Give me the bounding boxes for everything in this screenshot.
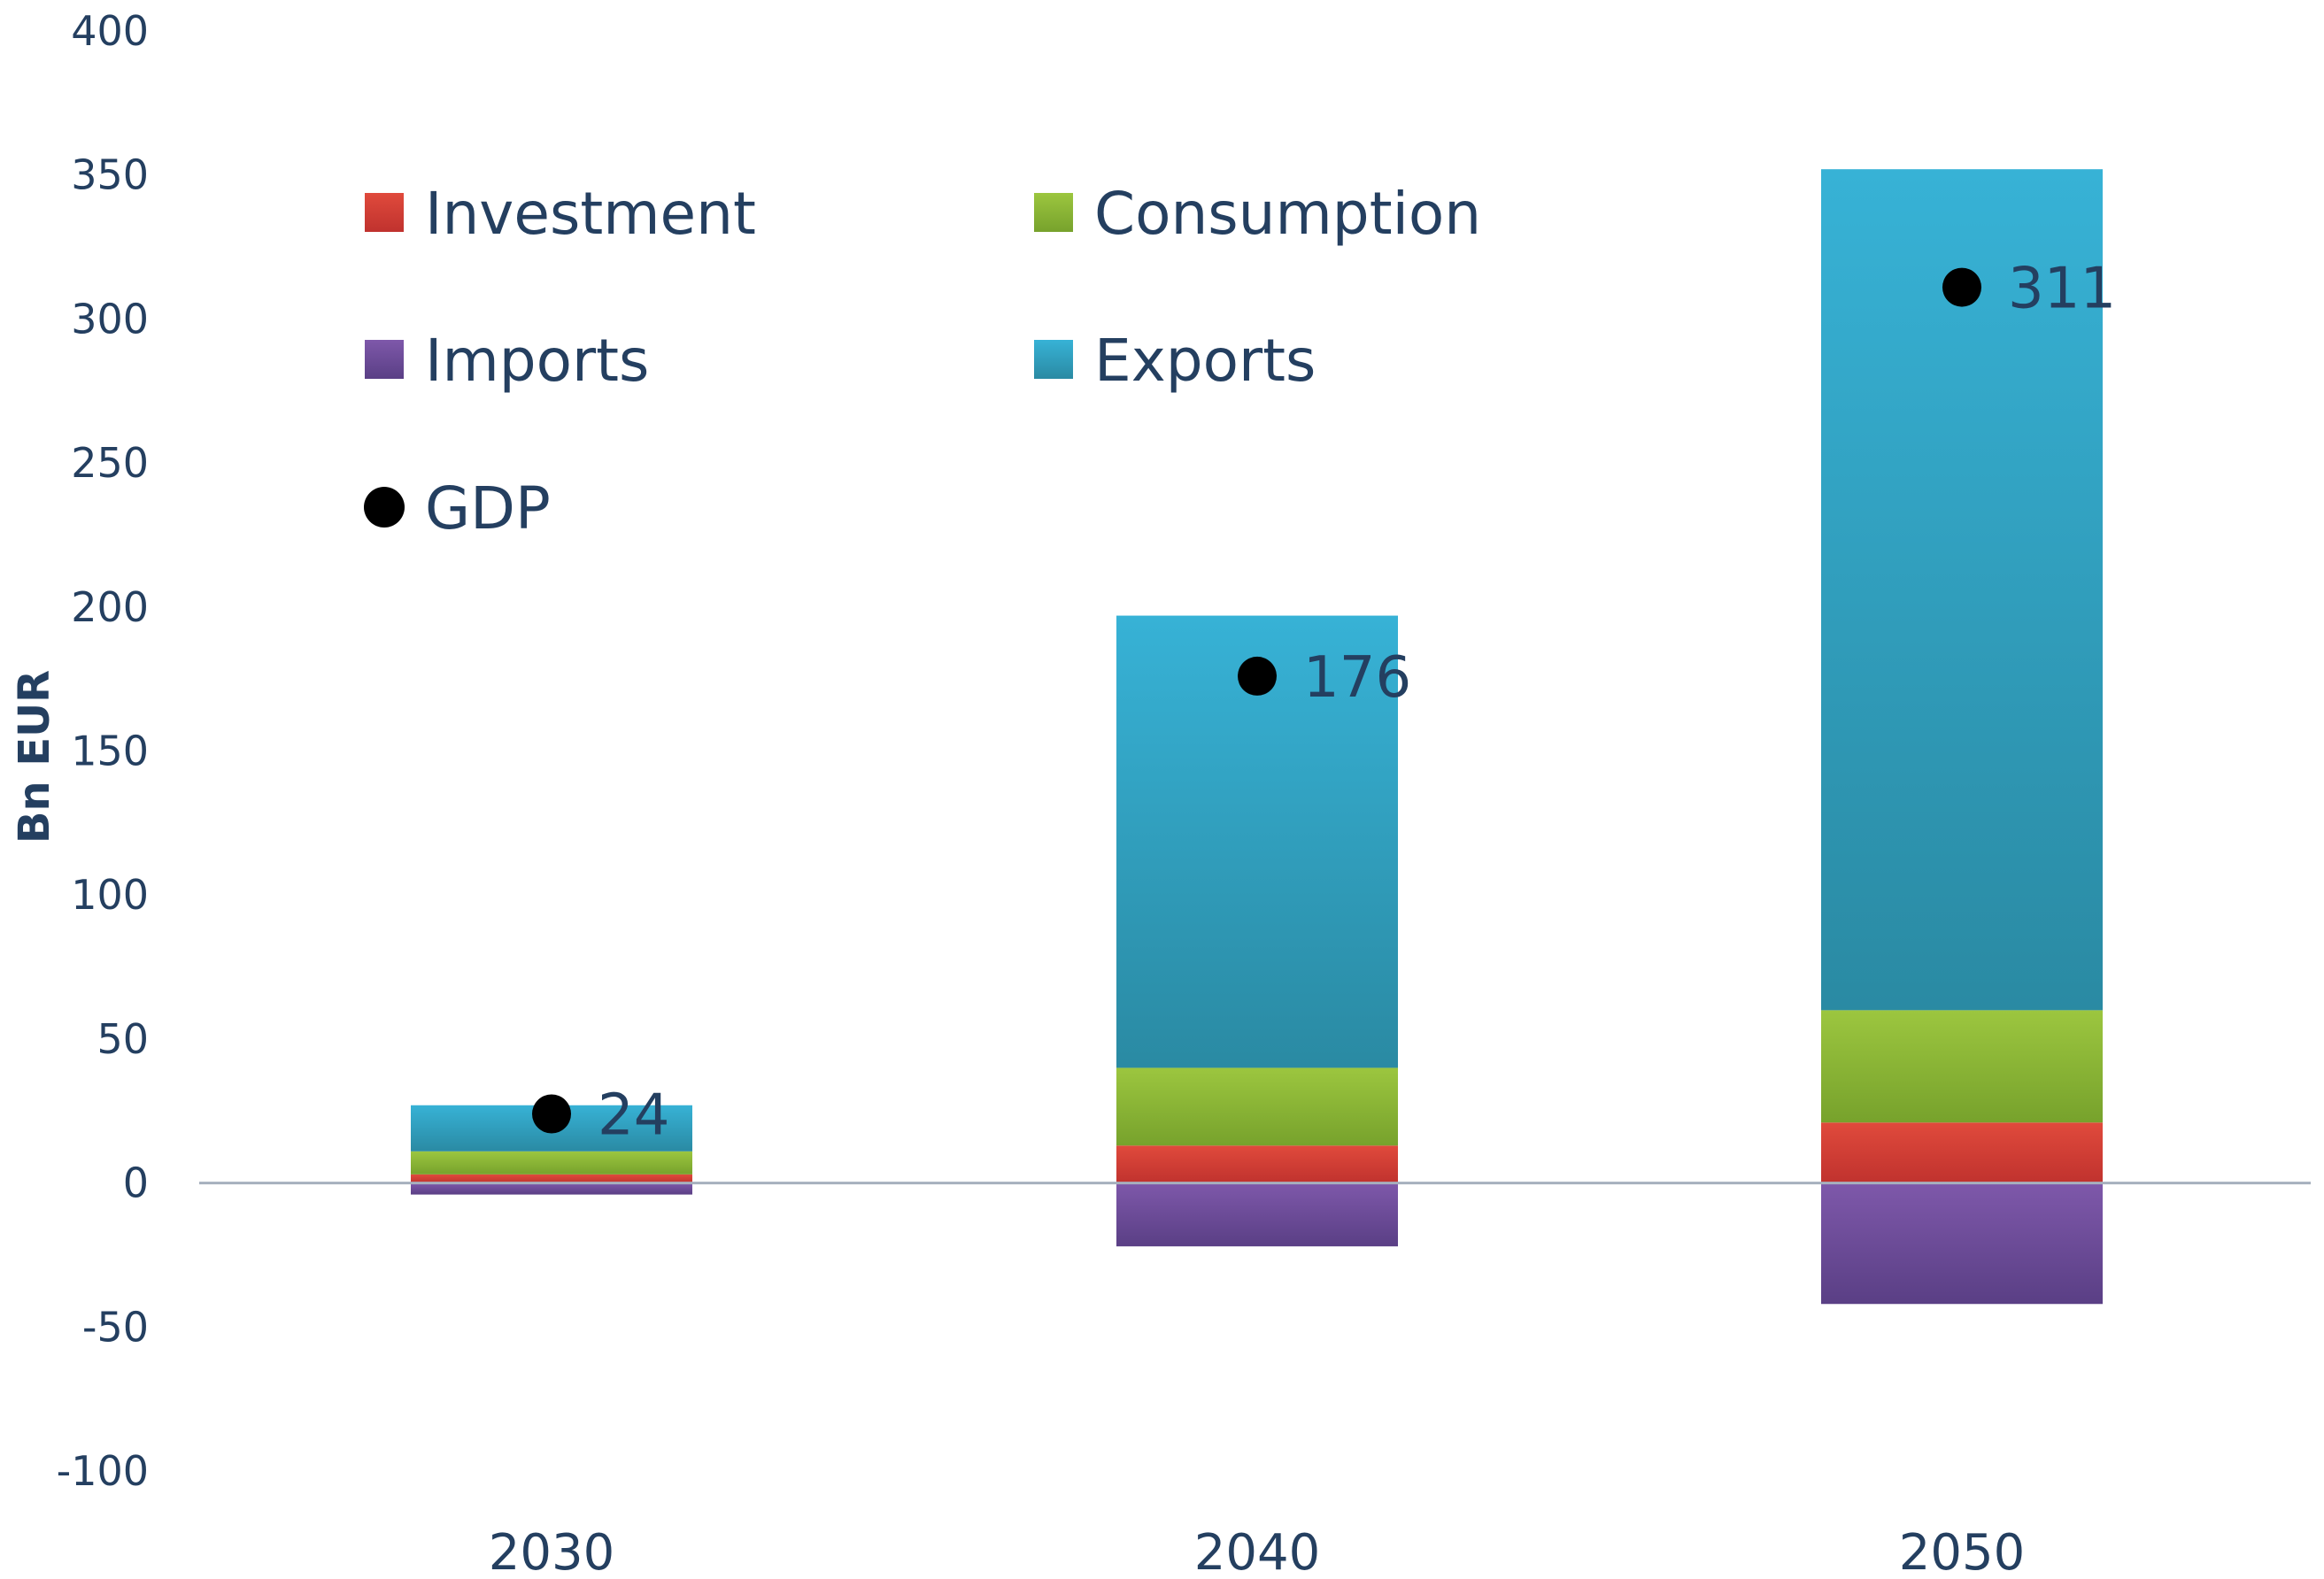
y-axis: -100 -50 0 50 100 150 200 250 300 350 400 <box>57 7 149 1495</box>
bar-imports-2040 <box>1116 1182 1398 1247</box>
x-tick-label: 2040 <box>1194 1524 1321 1579</box>
legend-label-imports: Imports <box>425 327 649 395</box>
y-tick-label: -50 <box>82 1303 149 1351</box>
bars <box>411 169 2103 1305</box>
legend-label-investment: Investment <box>425 180 756 248</box>
y-tick-label: 0 <box>123 1159 149 1207</box>
y-tick-label: 200 <box>71 583 149 631</box>
legend-swatch-consumption <box>1034 193 1073 232</box>
gdp-point-2040 <box>1238 656 1277 696</box>
legend-label-exports: Exports <box>1094 327 1316 395</box>
y-axis-label: Bn EUR <box>10 670 59 843</box>
gdp-data-label: 311 <box>2008 257 2116 322</box>
x-tick-label: 2030 <box>489 1524 615 1579</box>
bar-consumption-2030 <box>411 1151 692 1175</box>
y-tick-label: 100 <box>71 871 149 919</box>
bar-investment-2040 <box>1116 1145 1398 1183</box>
gdp-points: 24 176 311 <box>532 257 2116 1149</box>
y-tick-label: 150 <box>71 728 149 775</box>
bar-imports-2030 <box>411 1182 692 1195</box>
bar-investment-2050 <box>1821 1122 2103 1183</box>
bar-exports-2050 <box>1821 169 2103 1011</box>
gdp-data-label: 24 <box>598 1083 669 1149</box>
y-tick-label: 350 <box>71 151 149 199</box>
y-tick-label: 250 <box>71 439 149 487</box>
x-tick-label: 2050 <box>1899 1524 2026 1579</box>
legend-swatch-gdp <box>364 487 405 528</box>
legend-label-consumption: Consumption <box>1094 180 1481 248</box>
gdp-data-label: 176 <box>1303 645 1411 711</box>
legend: Investment Consumption Imports Exports GDP <box>364 180 1481 543</box>
y-tick-label: -100 <box>57 1447 149 1495</box>
bar-consumption-2050 <box>1821 1010 2103 1123</box>
legend-swatch-exports <box>1034 340 1073 379</box>
y-axis-label-group: Bn EUR <box>10 670 59 843</box>
y-tick-label: 50 <box>97 1015 149 1063</box>
x-axis: 2030 2040 2050 <box>489 1524 2026 1579</box>
y-tick-label: 400 <box>71 7 149 55</box>
gdp-point-2050 <box>1942 267 1981 307</box>
bar-investment-2030 <box>411 1174 692 1183</box>
bar-imports-2050 <box>1821 1182 2103 1305</box>
bar-consumption-2040 <box>1116 1067 1398 1146</box>
y-tick-label: 300 <box>71 295 149 343</box>
gdp-point-2030 <box>532 1094 571 1134</box>
legend-swatch-imports <box>365 340 404 379</box>
legend-label-gdp: GDP <box>425 474 551 543</box>
legend-swatch-investment <box>365 193 404 232</box>
